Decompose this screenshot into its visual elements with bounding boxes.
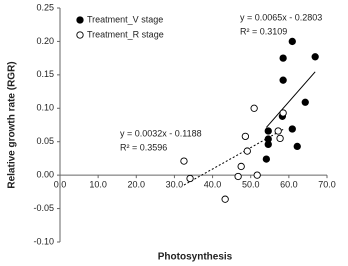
y-tick-label: -0.10: [33, 236, 54, 246]
x-tick-label: 10.0: [89, 180, 107, 190]
legend-label: Treatment_R stage: [87, 29, 164, 39]
y-tick-label: 0.10: [36, 103, 54, 113]
x-tick-label: 50.0: [242, 180, 260, 190]
point: [288, 37, 296, 46]
y-tick-label: 0.25: [36, 2, 54, 12]
point: [301, 98, 309, 106]
point: [241, 132, 250, 141]
point: [221, 195, 229, 203]
x-axis-label: Photosynthesis: [158, 252, 233, 263]
point: [264, 140, 272, 149]
x-tick-label: 0.0: [54, 180, 67, 190]
x-tick-label: 70.0: [318, 180, 336, 190]
y-tick-label: 0.05: [36, 136, 54, 146]
point: [234, 172, 242, 181]
point: [180, 157, 188, 165]
point: [311, 53, 319, 61]
point: [237, 162, 245, 171]
x-tick-label: 60.0: [280, 180, 298, 190]
y-tick-label: 0.15: [36, 69, 54, 79]
x-tick-label: 20.0: [128, 180, 146, 190]
trendline: [183, 128, 284, 186]
trendline-r2: R² = 0.3109: [240, 26, 287, 36]
trendline-equation: y = 0.0065x - 0.2803: [240, 12, 322, 22]
y-tick-label: 0.20: [36, 36, 54, 46]
y-tick-label: 0.00: [36, 170, 54, 180]
point: [264, 127, 272, 135]
point: [262, 155, 271, 163]
y-tick-label: -0.05: [33, 203, 54, 213]
point: [288, 125, 296, 133]
point: [250, 104, 258, 112]
point: [293, 142, 301, 151]
x-tick-label: 40.0: [204, 180, 222, 190]
point: [253, 171, 261, 179]
point: [279, 76, 287, 84]
y-axis-label: Relative growth rate (RGR): [7, 61, 18, 188]
legend-marker: [76, 16, 84, 24]
point: [279, 109, 287, 117]
point: [186, 174, 194, 183]
legend-marker: [76, 31, 84, 39]
point: [243, 147, 251, 155]
point: [274, 127, 282, 135]
trendline-equation: y = 0.0032x - 0.1188: [120, 128, 202, 138]
trendline-r2: R² = 0.3596: [120, 142, 167, 152]
point: [276, 134, 284, 143]
point: [279, 54, 287, 62]
x-tick-label: 30.0: [166, 180, 184, 190]
legend-label: Treatment_V stage: [87, 14, 163, 24]
trendline: [265, 71, 316, 128]
